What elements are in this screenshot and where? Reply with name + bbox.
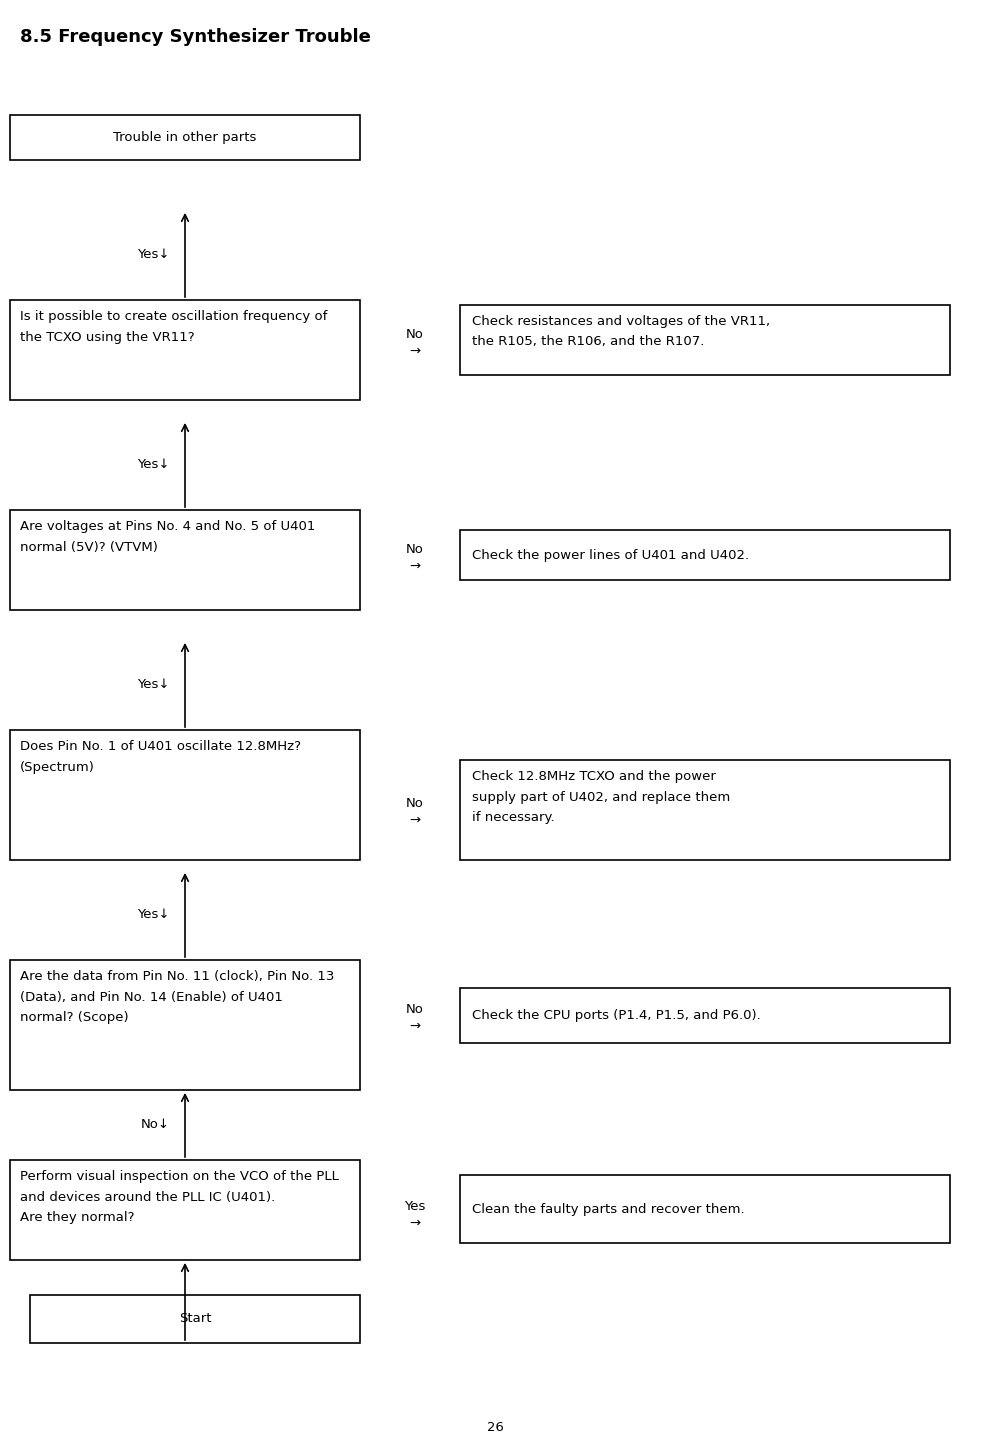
Bar — [460, 1175, 950, 1243]
Text: 8.5 Frequency Synthesizer Trouble: 8.5 Frequency Synthesizer Trouble — [20, 28, 371, 47]
Text: No
→: No → — [406, 543, 424, 574]
Bar — [30, 1294, 360, 1342]
Text: Is it possible to create oscillation frequency of
the TCXO using the VR11?: Is it possible to create oscillation fre… — [20, 310, 327, 344]
Bar — [460, 530, 950, 579]
Text: Yes↓: Yes↓ — [138, 249, 170, 262]
Bar — [10, 510, 360, 610]
Text: Yes↓: Yes↓ — [138, 909, 170, 922]
Text: Check resistances and voltages of the VR11,
the R105, the R106, and the R107.: Check resistances and voltages of the VR… — [472, 314, 770, 348]
Text: Trouble in other parts: Trouble in other parts — [113, 131, 257, 144]
Text: Are voltages at Pins No. 4 and No. 5 of U401
normal (5V)? (VTVM): Are voltages at Pins No. 4 and No. 5 of … — [20, 520, 315, 553]
Text: Clean the faulty parts and recover them.: Clean the faulty parts and recover them. — [472, 1203, 744, 1216]
Bar — [460, 304, 950, 376]
Bar — [10, 729, 360, 860]
Bar — [460, 989, 950, 1042]
Text: No
→: No → — [406, 328, 424, 358]
Bar — [10, 115, 360, 160]
Text: Yes↓: Yes↓ — [138, 678, 170, 692]
Text: No
→: No → — [406, 1003, 424, 1032]
Text: Yes
→: Yes → — [404, 1200, 426, 1230]
Text: No
→: No → — [406, 796, 424, 827]
Bar — [10, 300, 360, 400]
Text: Perform visual inspection on the VCO of the PLL
and devices around the PLL IC (U: Perform visual inspection on the VCO of … — [20, 1171, 339, 1224]
Text: 26: 26 — [487, 1421, 504, 1434]
Text: Check the power lines of U401 and U402.: Check the power lines of U401 and U402. — [472, 549, 749, 562]
Text: No↓: No↓ — [141, 1118, 170, 1131]
Bar — [10, 960, 360, 1091]
Text: Check 12.8MHz TCXO and the power
supply part of U402, and replace them
if necess: Check 12.8MHz TCXO and the power supply … — [472, 770, 730, 824]
Text: Are the data from Pin No. 11 (clock), Pin No. 13
(Data), and Pin No. 14 (Enable): Are the data from Pin No. 11 (clock), Pi… — [20, 970, 334, 1024]
Text: Check the CPU ports (P1.4, P1.5, and P6.0).: Check the CPU ports (P1.4, P1.5, and P6.… — [472, 1009, 761, 1022]
Text: Yes↓: Yes↓ — [138, 459, 170, 472]
Text: Start: Start — [178, 1312, 211, 1325]
Bar — [10, 1160, 360, 1259]
Text: Does Pin No. 1 of U401 oscillate 12.8MHz?
(Spectrum): Does Pin No. 1 of U401 oscillate 12.8MHz… — [20, 740, 301, 773]
Bar — [460, 760, 950, 860]
